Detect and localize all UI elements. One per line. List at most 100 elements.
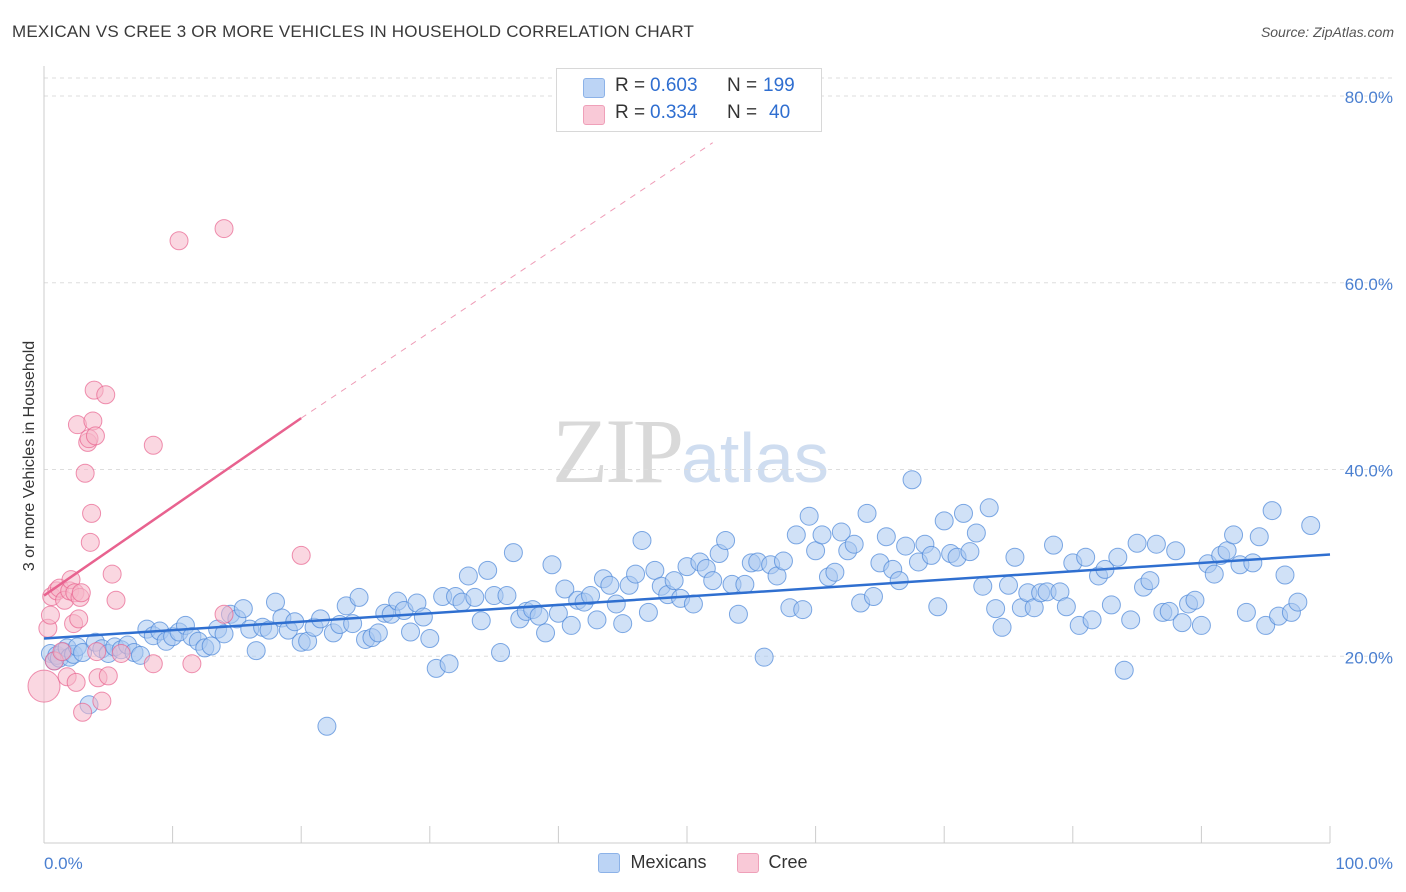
cree-point: [92, 691, 112, 711]
cree-point: [169, 231, 189, 251]
stats-swatch-cree: [583, 105, 605, 125]
mexicans-point: [606, 594, 626, 614]
mexicans-point: [1172, 613, 1192, 633]
mexicans-point: [703, 571, 723, 591]
stats-box: R = 0.603 N = 199 R = 0.334 N = 40: [556, 68, 822, 132]
mexicans-point: [265, 592, 285, 612]
mexicans-point: [953, 503, 973, 523]
mexicans-point: [503, 543, 523, 563]
mexicans-point: [349, 587, 369, 607]
mexicans-point: [999, 575, 1018, 595]
mexicans-point: [863, 586, 883, 606]
mexicans-point: [1224, 525, 1244, 545]
mexicans-point: [1243, 553, 1263, 573]
mexicans-point: [1146, 534, 1166, 554]
legend-swatch-cree: [736, 852, 759, 873]
mexicans-point: [413, 607, 433, 627]
y-tick-label: 40.0%: [1345, 462, 1393, 481]
mexicans-point: [1262, 501, 1282, 521]
mexicans-trendline: [43, 553, 1331, 640]
mexicans-point: [1005, 547, 1025, 567]
mexicans-point: [401, 622, 421, 642]
mexicans-point: [1217, 541, 1237, 561]
mexicans-point: [645, 560, 665, 580]
mexicans-point: [491, 643, 511, 663]
mexicans-point: [825, 562, 845, 582]
mexicans-point: [214, 624, 234, 644]
mexicans-point: [844, 534, 864, 554]
mexicans-point: [812, 525, 832, 545]
mexicans-point: [786, 525, 806, 545]
mexicans-point: [921, 545, 941, 565]
mexicans-point: [1082, 610, 1102, 630]
cree-point: [52, 642, 72, 662]
cree-point: [98, 666, 118, 686]
mexicans-point: [420, 629, 440, 649]
cree-trendline-extension: [300, 142, 713, 419]
stats-r-value: 0.603: [650, 75, 698, 96]
stats-r-label: R =: [615, 102, 646, 123]
y-tick-label: 20.0%: [1345, 648, 1393, 667]
mexicans-point: [638, 602, 658, 622]
legend-item-cree[interactable]: Cree: [736, 852, 808, 873]
mexicans-point: [979, 498, 999, 518]
mexicans-point: [934, 511, 954, 531]
mexicans-point: [1044, 535, 1064, 555]
mexicans-point: [773, 551, 793, 571]
mexicans-point: [626, 564, 646, 584]
stats-n-label: N =: [727, 75, 758, 96]
mexicans-point: [831, 522, 851, 542]
mexicans-point: [1076, 547, 1096, 567]
cree-point: [80, 532, 100, 552]
legend: Mexicans Cree: [0, 852, 1406, 873]
legend-label-cree: Cree: [768, 852, 808, 872]
y-tick-label: 60.0%: [1345, 275, 1393, 294]
mexicans-point: [754, 647, 774, 667]
mexicans-point: [259, 620, 279, 640]
mexicans-point: [1288, 592, 1308, 612]
mexicans-point: [1191, 615, 1211, 635]
y-tick-label: 80.0%: [1345, 88, 1393, 107]
cree-point: [71, 583, 91, 603]
stats-r-label: R =: [615, 75, 646, 96]
mexicans-point: [992, 617, 1012, 637]
mexicans-point: [317, 716, 337, 736]
mexicans-point: [478, 560, 498, 580]
mexicans-point: [664, 571, 684, 591]
mexicans-point: [246, 641, 266, 661]
mexicans-point: [1166, 541, 1186, 561]
cree-point: [182, 654, 202, 674]
cree-point: [143, 654, 163, 674]
mexicans-point: [542, 555, 562, 575]
mexicans-point: [928, 597, 948, 617]
cree-point: [87, 642, 107, 662]
mexicans-point: [716, 530, 736, 550]
mexicans-point: [1127, 533, 1147, 553]
mexicans-point: [857, 503, 877, 523]
legend-label-mexicans: Mexicans: [630, 852, 707, 872]
mexicans-point: [728, 604, 748, 624]
cree-point: [82, 503, 102, 523]
mexicans-point: [966, 523, 986, 543]
legend-swatch-mexicans: [598, 852, 621, 873]
mexicans-point: [1249, 527, 1269, 547]
watermark: ZIPatlas: [552, 398, 829, 504]
cree-trendline: [43, 417, 302, 597]
cree-point: [40, 605, 60, 625]
mexicans-point: [1236, 602, 1256, 622]
cree-point: [102, 564, 122, 584]
mexicans-point: [555, 579, 575, 599]
watermark-atlas: atlas: [681, 419, 829, 497]
stats-n-value: 199: [763, 75, 795, 96]
mexicans-point: [902, 470, 922, 490]
mexicans-point: [973, 576, 993, 596]
mexicans-point: [613, 614, 633, 634]
mexicans-point: [439, 654, 459, 674]
cree-point: [96, 385, 116, 405]
mexicans-point: [497, 586, 517, 606]
mexicans-point: [896, 536, 916, 556]
cree-point: [27, 669, 61, 703]
legend-item-mexicans[interactable]: Mexicans: [598, 852, 707, 873]
cree-point: [143, 435, 163, 455]
